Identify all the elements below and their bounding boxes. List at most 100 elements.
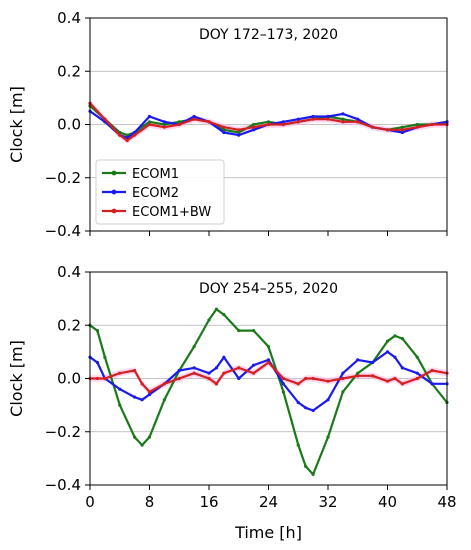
y-tick-label: −0.2 bbox=[45, 169, 81, 187]
data-point bbox=[415, 122, 419, 127]
data-point bbox=[296, 443, 300, 447]
y-tick-label: 0.2 bbox=[57, 62, 81, 80]
data-point bbox=[326, 435, 330, 439]
data-point bbox=[140, 443, 144, 447]
data-point bbox=[147, 390, 152, 394]
data-point bbox=[281, 382, 285, 386]
data-point bbox=[118, 133, 122, 137]
data-point bbox=[237, 376, 241, 381]
data-point bbox=[400, 382, 404, 386]
x-tick-label: 48 bbox=[437, 493, 456, 511]
data-point bbox=[400, 125, 404, 129]
legend-marker bbox=[111, 170, 117, 176]
data-point bbox=[162, 382, 166, 386]
panel-title: DOY 254–255, 2020 bbox=[199, 281, 338, 297]
data-point bbox=[237, 366, 241, 370]
data-point bbox=[103, 376, 107, 381]
legend-entry-label: ECOM2 bbox=[132, 186, 179, 201]
data-point bbox=[95, 376, 100, 381]
data-point bbox=[118, 371, 122, 375]
data-point bbox=[252, 328, 256, 333]
data-point bbox=[207, 371, 211, 375]
panel-doy-172-173: −0.4 −0.2 0.0 0.2 0.4 Clock [m] DOY 172–173, 2… bbox=[7, 9, 449, 240]
data-point bbox=[356, 117, 360, 121]
data-point bbox=[393, 376, 397, 381]
data-point bbox=[341, 390, 345, 394]
noise-band bbox=[90, 359, 447, 396]
data-point bbox=[430, 122, 434, 127]
x-tick-label: 24 bbox=[259, 493, 278, 511]
data-point bbox=[192, 371, 196, 375]
data-point bbox=[147, 435, 152, 439]
legend-marker bbox=[111, 208, 117, 214]
data-point bbox=[177, 376, 181, 381]
data-point bbox=[237, 133, 241, 137]
data-point bbox=[400, 366, 404, 370]
data-point bbox=[207, 376, 211, 381]
data-point bbox=[393, 355, 397, 359]
x-axis-label: Time [h] bbox=[234, 523, 302, 542]
x-tick-label: 32 bbox=[318, 493, 337, 511]
x-tick-label: 8 bbox=[145, 493, 155, 511]
data-point bbox=[415, 125, 419, 129]
data-point bbox=[296, 400, 300, 405]
data-point bbox=[192, 117, 196, 121]
data-point bbox=[371, 360, 375, 365]
data-point bbox=[252, 128, 256, 132]
data-point bbox=[296, 117, 300, 121]
y-tick-label: 0.4 bbox=[57, 9, 81, 27]
data-point bbox=[222, 355, 226, 359]
data-point bbox=[266, 344, 271, 349]
x-tick-label: 0 bbox=[85, 493, 95, 511]
data-point bbox=[177, 368, 181, 373]
data-point bbox=[341, 376, 345, 381]
data-point bbox=[133, 368, 137, 373]
data-point bbox=[326, 379, 330, 383]
data-point bbox=[118, 403, 122, 407]
data-point bbox=[140, 398, 144, 402]
data-point bbox=[95, 360, 100, 365]
y-axis-label: Clock [m] bbox=[7, 86, 26, 163]
y-tick-label: −0.4 bbox=[45, 222, 81, 240]
data-point bbox=[326, 114, 330, 119]
data-point bbox=[192, 366, 196, 370]
data-point bbox=[281, 120, 285, 124]
data-point bbox=[222, 125, 226, 129]
data-point bbox=[266, 122, 271, 127]
data-point bbox=[133, 133, 137, 137]
data-point bbox=[214, 307, 219, 311]
data-point bbox=[415, 376, 419, 381]
data-point bbox=[252, 122, 256, 127]
x-tick-label: 40 bbox=[378, 493, 397, 511]
data-point bbox=[147, 120, 152, 124]
data-point bbox=[281, 376, 285, 381]
data-point bbox=[266, 358, 271, 362]
data-point bbox=[147, 114, 152, 119]
data-point bbox=[326, 398, 330, 402]
data-point bbox=[311, 408, 315, 413]
data-point bbox=[237, 130, 241, 135]
data-point bbox=[341, 117, 345, 121]
data-point bbox=[356, 358, 360, 362]
data-point bbox=[385, 350, 390, 354]
y-axis-label: Clock [m] bbox=[7, 340, 26, 417]
y-tick-label: 0.2 bbox=[57, 316, 81, 334]
data-point bbox=[400, 336, 404, 341]
data-point bbox=[400, 128, 404, 132]
data-point bbox=[214, 382, 219, 386]
data-point bbox=[311, 472, 315, 476]
legend-marker bbox=[111, 189, 117, 195]
data-point bbox=[147, 392, 152, 397]
data-point bbox=[162, 120, 166, 124]
data-point bbox=[252, 371, 256, 375]
data-point bbox=[356, 120, 360, 124]
data-point bbox=[400, 130, 404, 135]
data-point bbox=[118, 387, 122, 391]
data-point bbox=[430, 368, 434, 373]
data-point bbox=[393, 334, 397, 338]
y-tick-label: −0.4 bbox=[45, 476, 81, 494]
data-point bbox=[103, 117, 107, 121]
data-point bbox=[252, 363, 256, 367]
data-point bbox=[311, 114, 315, 119]
